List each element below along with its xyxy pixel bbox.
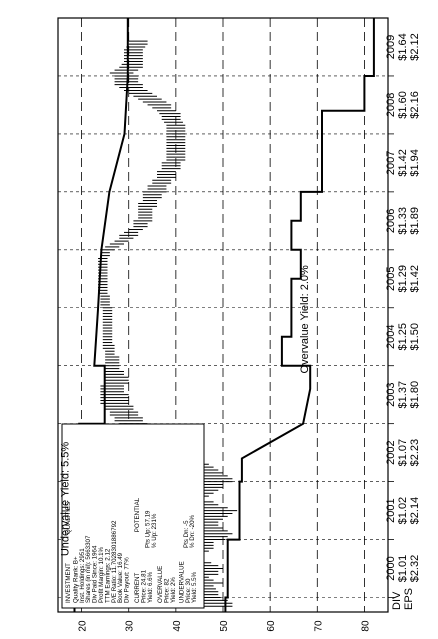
eps-value-2008: $2.16 bbox=[409, 91, 421, 119]
info-line-8: Div Payout: 77% bbox=[124, 557, 131, 603]
y-tick-label-30: 30 bbox=[125, 620, 136, 632]
y-tick-label-20: 20 bbox=[78, 620, 89, 632]
eps-value-2002: $2.23 bbox=[409, 439, 421, 467]
info-undervalue-header: UNDERVALUE bbox=[178, 561, 185, 603]
undervalue-yield-label: Undervalue Yield: 5.5% bbox=[59, 442, 71, 557]
eps-value-2003: $1.80 bbox=[409, 381, 421, 409]
eps-value-2009: $2.12 bbox=[409, 33, 421, 61]
div-value-2006: $1.33 bbox=[397, 207, 409, 235]
info-potential-line-1: % Up: 231% bbox=[151, 513, 158, 548]
info-line-6: P/E Ratio: 11.7028301886792 bbox=[111, 520, 118, 603]
y-tick-label-80: 80 bbox=[360, 620, 371, 632]
info-line-2: Shares (in mil): 5663307 bbox=[85, 535, 92, 603]
info-line-4: Profit Margin: 10.1% bbox=[98, 546, 105, 603]
info-undervalue-line-0: Price: 30 bbox=[185, 578, 192, 603]
div-value-2008: $1.60 bbox=[397, 91, 409, 119]
overvalue-yield-label: Overvalue Yield: 2.0% bbox=[299, 265, 311, 373]
div-value-2007: $1.42 bbox=[397, 149, 409, 177]
eps-value-2007: $1.94 bbox=[409, 149, 421, 177]
year-label-2008: 2008 bbox=[385, 93, 397, 117]
info-undervalue-line-1: Yield: 5.5% bbox=[191, 571, 198, 603]
row-label-div: DIV bbox=[391, 591, 403, 610]
div-value-2003: $1.37 bbox=[397, 381, 409, 409]
eps-value-2000: $2.32 bbox=[409, 555, 421, 583]
year-label-2007: 2007 bbox=[385, 151, 397, 175]
info-line-7: Book Value: 16.49 bbox=[117, 552, 124, 603]
y-tick-label-60: 60 bbox=[266, 620, 277, 632]
info-overvalue-line-1: Yield: 2% bbox=[170, 577, 177, 603]
div-value-2005: $1.29 bbox=[397, 265, 409, 293]
info-current-line-0: Price: 24.81 bbox=[140, 569, 147, 603]
info-potential-header: POTENTIAL bbox=[134, 497, 141, 532]
div-value-2009: $1.64 bbox=[397, 33, 409, 61]
year-label-2000: 2000 bbox=[385, 556, 397, 580]
year-label-2006: 2006 bbox=[385, 209, 397, 233]
div-value-2000: $1.01 bbox=[397, 555, 409, 583]
y-tick-labels: 20 30 40 50 60 70 80 bbox=[78, 620, 372, 632]
info-line-3: Div Paid Since: 1964 bbox=[92, 545, 99, 603]
year-label-2005: 2005 bbox=[385, 267, 397, 291]
info-box-frame bbox=[61, 423, 205, 609]
info-box: INVESTMENT QUALITIES Quality Rank: B+ Inst.… bbox=[61, 423, 205, 609]
year-label-2001: 2001 bbox=[385, 498, 397, 522]
plot-frame bbox=[57, 17, 389, 613]
info-overvalue-line-0: Price: 82 bbox=[164, 578, 171, 603]
year-label-2003: 2003 bbox=[385, 382, 397, 406]
info-line-1: Inst. Holdings: 2951 bbox=[79, 548, 86, 603]
info-qualities-header: QUALITIES bbox=[65, 502, 72, 534]
div-value-2002: $1.07 bbox=[397, 439, 409, 467]
info-potential-line-2: Pts Dn: -5 bbox=[183, 520, 190, 548]
year-label-2002: 2002 bbox=[385, 440, 397, 464]
y-tick-label-40: 40 bbox=[172, 620, 183, 632]
info-line-5: TTM Earnings: 2.12 bbox=[104, 548, 111, 603]
info-line-0: Quality Rank: B+ bbox=[72, 556, 79, 603]
y-tick-label-50: 50 bbox=[219, 620, 230, 632]
div-value-2001: $1.02 bbox=[397, 497, 409, 525]
info-current-header: CURRENT bbox=[134, 573, 141, 603]
eps-value-2006: $1.89 bbox=[409, 207, 421, 235]
y-tick-label-70: 70 bbox=[313, 620, 324, 632]
row-label-eps: EPS bbox=[403, 588, 415, 610]
eps-value-2005: $1.42 bbox=[409, 265, 421, 293]
eps-value-2004: $1.50 bbox=[409, 323, 421, 351]
info-overvalue-header: OVERVALUE bbox=[157, 566, 164, 603]
info-potential-line-3: % Dn: -20% bbox=[189, 514, 196, 548]
div-value-2004: $1.25 bbox=[397, 323, 409, 351]
year-label-2004: 2004 bbox=[385, 324, 397, 348]
overvalue-line bbox=[224, 18, 375, 612]
info-box-text: INVESTMENT QUALITIES Quality Rank: B+ Inst.… bbox=[65, 497, 198, 603]
info-potential-line-0: Pts Up: 57.19 bbox=[144, 510, 151, 548]
eps-value-2001: $2.14 bbox=[409, 497, 421, 525]
year-label-2009: 2009 bbox=[385, 35, 397, 59]
info-current-line-1: Yield: 6.6% bbox=[147, 571, 154, 603]
info-investment-header: INVESTMENT bbox=[65, 563, 72, 603]
